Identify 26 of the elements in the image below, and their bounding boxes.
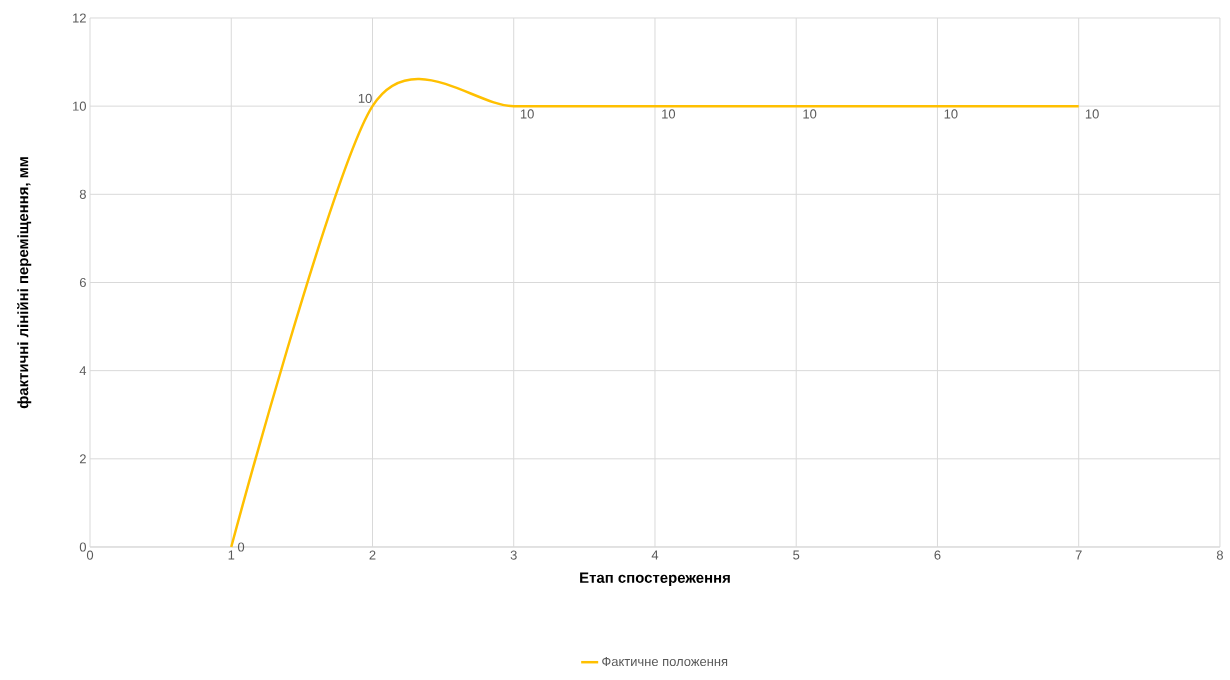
y-tick-label: 6 bbox=[79, 277, 86, 288]
x-tick-label: 8 bbox=[1216, 550, 1223, 560]
y-tick-label: 0 bbox=[79, 542, 86, 552]
x-tick-label: 6 bbox=[934, 550, 941, 560]
y-tick-label: 8 bbox=[79, 189, 86, 199]
x-tick-label: 1 bbox=[228, 550, 235, 560]
x-tick-label: 7 bbox=[1075, 550, 1082, 560]
y-tick-label: 2 bbox=[79, 454, 86, 464]
y-tick-label: 4 bbox=[79, 366, 87, 376]
data-label: 0 bbox=[237, 542, 245, 552]
data-label: 10 bbox=[358, 93, 372, 103]
data-label: 10 bbox=[1085, 109, 1099, 119]
x-tick-label: 4 bbox=[651, 550, 659, 560]
data-label: 10 bbox=[803, 109, 817, 119]
x-tick-label: 0 bbox=[86, 550, 94, 560]
data-label: 10 bbox=[662, 109, 676, 119]
x-tick-label: 5 bbox=[793, 550, 800, 560]
data-label: 10 bbox=[520, 109, 534, 119]
x-tick-label: 3 bbox=[510, 550, 517, 560]
x-axis-title: Етап спостереження bbox=[580, 572, 730, 586]
x-tick-label: 2 bbox=[369, 550, 376, 560]
y-tick-label: 12 bbox=[73, 13, 86, 23]
data-label: 10 bbox=[944, 109, 958, 119]
y-axis-title: фактичні лінійні переміщення, мм bbox=[17, 157, 32, 409]
legend-label: Фактичне положення bbox=[602, 656, 728, 667]
y-tick-label: 10 bbox=[73, 101, 86, 111]
